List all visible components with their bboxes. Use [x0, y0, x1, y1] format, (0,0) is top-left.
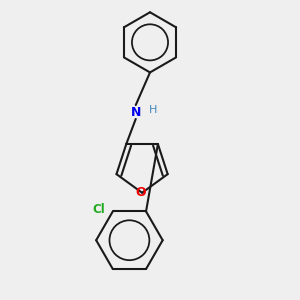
Text: O: O — [135, 186, 146, 199]
Text: N: N — [130, 106, 141, 118]
Text: Cl: Cl — [92, 203, 105, 216]
Text: H: H — [149, 105, 158, 116]
